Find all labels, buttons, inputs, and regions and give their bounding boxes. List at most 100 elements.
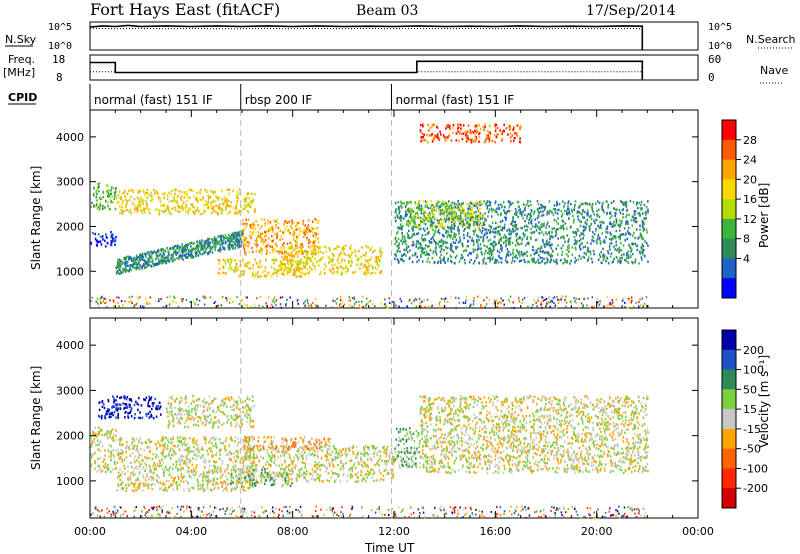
data-cell <box>206 449 208 452</box>
data-cell <box>208 468 211 472</box>
data-cell <box>184 245 186 248</box>
data-cell <box>426 260 428 263</box>
freq-trace <box>90 60 644 80</box>
data-cell <box>489 256 491 259</box>
data-cell <box>569 212 571 215</box>
data-cell <box>423 139 425 142</box>
data-cell <box>471 237 474 240</box>
data-cell <box>314 257 316 260</box>
ground-scatter-cell <box>420 305 422 308</box>
data-cell <box>289 232 292 235</box>
data-cell <box>492 245 495 248</box>
data-cell <box>183 191 185 194</box>
data-cell <box>96 244 98 247</box>
data-cell <box>151 407 153 411</box>
ground-scatter-cell <box>537 299 539 302</box>
data-cell <box>632 261 634 265</box>
data-cell <box>209 190 212 193</box>
data-cell <box>120 396 123 399</box>
data-cell <box>144 262 147 265</box>
data-cell <box>615 249 618 252</box>
data-cell <box>507 253 509 257</box>
data-cell <box>214 241 216 245</box>
data-cell <box>115 406 117 409</box>
ground-scatter-cell <box>472 303 475 306</box>
data-cell <box>140 200 143 203</box>
data-cell <box>600 224 602 227</box>
data-cell <box>426 133 428 137</box>
data-cell <box>629 233 632 236</box>
data-cell <box>231 234 233 237</box>
data-cell <box>161 254 164 257</box>
data-cell <box>315 260 318 264</box>
data-cell <box>544 251 547 254</box>
data-cell <box>441 212 443 216</box>
data-cell <box>564 202 566 205</box>
data-cell <box>585 223 588 226</box>
data-cell <box>229 243 231 246</box>
ground-scatter-cell <box>509 295 512 298</box>
data-cell <box>332 253 334 256</box>
data-cell <box>615 218 617 221</box>
data-cell <box>613 207 616 210</box>
data-cell <box>276 271 278 274</box>
data-cell <box>420 255 422 258</box>
ground-scatter-cell <box>217 304 219 307</box>
data-cell <box>332 267 335 270</box>
data-cell <box>98 464 100 468</box>
data-cell <box>193 206 195 209</box>
data-cell <box>179 197 182 200</box>
ground-scatter-cell <box>570 301 572 304</box>
data-cell <box>474 222 477 225</box>
data-cell <box>520 253 523 256</box>
data-cell <box>252 250 254 253</box>
data-cell <box>236 235 238 238</box>
data-cell <box>459 239 462 242</box>
data-cell <box>436 225 438 228</box>
data-cell <box>579 224 582 228</box>
data-cell <box>406 250 409 254</box>
data-cell <box>282 247 285 250</box>
data-cell <box>260 252 263 255</box>
ground-scatter-cell <box>168 304 171 307</box>
data-cell <box>443 226 446 229</box>
data-cell <box>354 250 357 253</box>
data-cell <box>460 216 462 219</box>
data-cell <box>468 252 471 255</box>
data-cell <box>105 410 108 413</box>
data-cell <box>130 415 133 418</box>
data-cell <box>200 245 202 249</box>
data-cell <box>225 208 227 211</box>
data-cell <box>199 212 202 216</box>
data-cell <box>499 225 501 228</box>
data-cell <box>227 243 230 247</box>
data-cell <box>631 252 634 256</box>
data-cell <box>483 141 486 144</box>
data-cell <box>161 467 164 471</box>
data-cell <box>139 259 141 262</box>
data-cell <box>235 209 237 212</box>
data-cell <box>361 246 363 249</box>
data-cell <box>100 440 102 443</box>
ground-scatter-cell <box>232 300 234 303</box>
data-cell <box>444 219 447 222</box>
data-cell <box>252 223 255 227</box>
data-cell <box>297 255 299 258</box>
data-cell <box>583 251 586 255</box>
data-cell <box>217 198 219 201</box>
data-cell <box>125 270 127 273</box>
ground-scatter-cell <box>557 298 559 301</box>
data-cell <box>259 248 261 252</box>
data-cell <box>207 198 210 201</box>
data-cell <box>426 232 429 235</box>
ground-scatter-cell <box>173 297 176 299</box>
data-cell <box>500 244 502 247</box>
data-cell <box>411 260 414 264</box>
data-cell <box>618 229 621 232</box>
ground-scatter-cell <box>258 304 260 307</box>
data-cell <box>517 201 520 204</box>
data-cell <box>140 256 142 259</box>
data-cell <box>402 240 405 243</box>
data-cell <box>454 241 457 245</box>
data-cell <box>284 267 286 270</box>
